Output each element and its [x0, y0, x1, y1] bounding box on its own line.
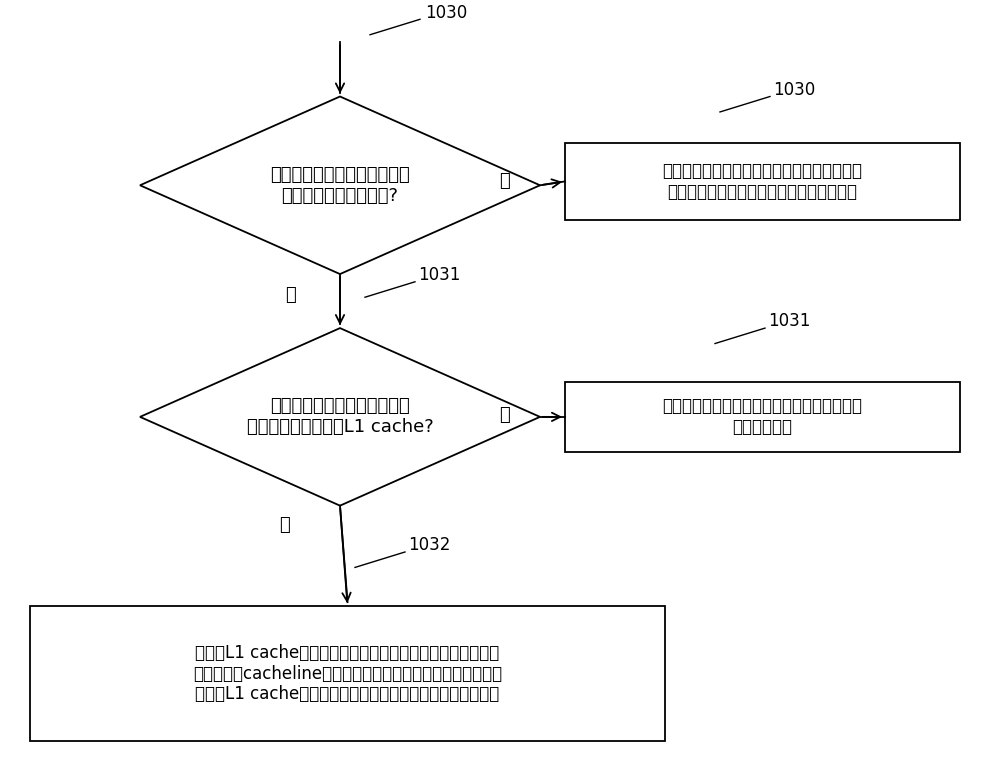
Text: 1032: 1032	[408, 537, 450, 554]
Text: 1031: 1031	[768, 313, 810, 330]
Text: 否: 否	[500, 406, 510, 425]
Text: 进行读或写分配以从底层存储中读数据或写数
据到底层存储: 进行读或写分配以从底层存储中读数据或写数 据到底层存储	[662, 398, 862, 436]
Text: 1031: 1031	[418, 266, 460, 284]
Text: 是: 是	[500, 172, 510, 191]
Text: 判断新指令是否标记为读操作
已完成或写操作已完成?: 判断新指令是否标记为读操作 已完成或写操作已完成?	[270, 166, 410, 205]
Text: 是: 是	[280, 516, 290, 534]
Text: 1030: 1030	[425, 4, 467, 22]
Text: 基于新指令的命中或失靶信息
确定新指令是否命中L1 cache?: 基于新指令的命中或失靶信息 确定新指令是否命中L1 cache?	[247, 398, 433, 436]
Text: 1030: 1030	[773, 81, 815, 99]
Text: 将新指令设置为无效，并将标记为读操作已完
成的新指令对应的数据返回对应的通道端口: 将新指令设置为无效，并将标记为读操作已完 成的新指令对应的数据返回对应的通道端口	[662, 162, 862, 201]
Bar	[30, 606, 665, 741]
Bar	[565, 143, 960, 220]
Text: 否: 否	[285, 286, 295, 304]
Text: 当命中L1 cache的新指令为读指令时，根据新指令的地址信息
读取命中的cacheline对应位置的数据返回到对应的通道端口，
当命中L1 cache的新指令: 当命中L1 cache的新指令为读指令时，根据新指令的地址信息 读取命中的cac…	[193, 644, 502, 703]
Bar	[565, 382, 960, 452]
